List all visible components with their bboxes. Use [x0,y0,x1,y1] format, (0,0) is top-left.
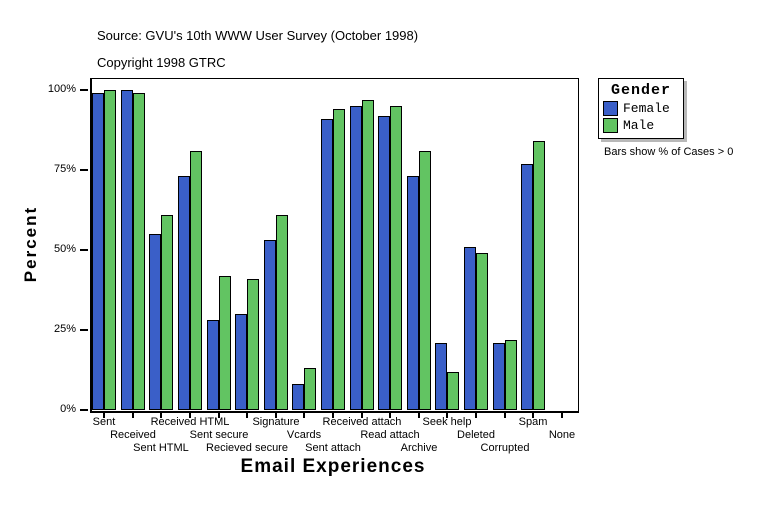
bar-female [292,384,304,410]
bar-female [149,234,161,410]
legend-entry-male: Male [603,118,679,133]
x-category-label: Received attach [322,416,402,428]
bar-male [104,90,116,410]
x-axis-tick [475,412,477,418]
x-axis-tick [332,412,334,418]
legend-entry-label: Female [623,101,670,116]
x-category-label: Sent attach [305,442,361,454]
bar-female [521,164,533,410]
x-axis-tick [389,412,391,418]
x-axis-tick [132,412,134,418]
x-category-label: Deleted [457,429,495,441]
y-axis-tick [80,329,88,331]
bar-male [476,253,488,410]
x-axis-tick [246,412,248,418]
x-category-label: Corrupted [480,442,530,454]
bar-male [219,276,231,410]
bar-male [447,372,459,410]
x-axis-title: Email Experiences [240,456,426,477]
copyright-caption: Copyright 1998 GTRC [97,55,226,70]
bar-female [464,247,476,410]
x-category-label: Sent [92,416,116,428]
x-category-label: None [548,429,576,441]
y-axis-tick-label: 50% [53,243,76,255]
x-category-label: Signature [252,416,300,428]
x-axis-tick [561,412,563,418]
y-axis-tick [80,89,88,91]
x-category-label: Vcards [286,429,322,441]
bar-female [378,116,390,410]
x-axis-tick [103,412,105,418]
legend-entry-female: Female [603,101,679,116]
x-category-label: Received [110,429,156,441]
bar-male [390,106,402,410]
bar-female [178,176,190,410]
bar-male [133,93,145,410]
bar-female [321,119,333,410]
x-axis-tick [275,412,277,418]
x-category-label: Spam [518,416,548,428]
x-axis-tick [303,412,305,418]
source-caption: Source: GVU's 10th WWW User Survey (Octo… [97,28,419,43]
bar-female [92,93,104,410]
legend-note: Bars show % of Cases > 0 [604,146,734,158]
bar-female [207,320,219,410]
x-category-label: Sent secure [189,429,249,441]
x-category-label: Sent HTML [133,442,189,454]
bar-female [493,343,505,410]
bar-female [264,240,276,410]
x-category-label: Received HTML [150,416,230,428]
y-axis-tick-label: 25% [53,323,76,335]
bar-male [161,215,173,410]
x-axis-tick [218,412,220,418]
x-axis-tick [160,412,162,418]
legend-entry-label: Male [623,118,655,133]
x-axis-tick [532,412,534,418]
x-category-label: Read attach [360,429,420,441]
y-axis-tick-label: 100% [47,83,76,95]
bar-female [435,343,447,410]
bar-male [333,109,345,410]
x-axis-tick [418,412,420,418]
bar-male [276,215,288,410]
y-axis-tick-label: 75% [53,163,76,175]
bar-female [235,314,247,410]
x-axis-tick [504,412,506,418]
bar-female [350,106,362,410]
bar-male [362,100,374,410]
bar-female [121,90,133,410]
x-axis-tick [361,412,363,418]
female-color-swatch [603,101,618,116]
bar-male [419,151,431,410]
x-axis-tick [446,412,448,418]
y-axis-tick-label: 0% [60,403,76,415]
bar-male [533,141,545,410]
bar-male [505,340,517,410]
x-category-label: Recieved secure [206,442,288,454]
male-color-swatch [603,118,618,133]
x-axis-tick [189,412,191,418]
bar-female [407,176,419,410]
legend: Gender Female Male [598,78,684,139]
x-category-label: Archive [400,442,438,454]
y-axis-tick [80,249,88,251]
bar-male [247,279,259,410]
y-axis-tick [80,169,88,171]
bar-male [304,368,316,410]
legend-title: Gender [610,82,671,99]
x-category-label: Seek help [422,416,472,428]
bar-male [190,151,202,410]
y-axis-tick [80,409,88,411]
